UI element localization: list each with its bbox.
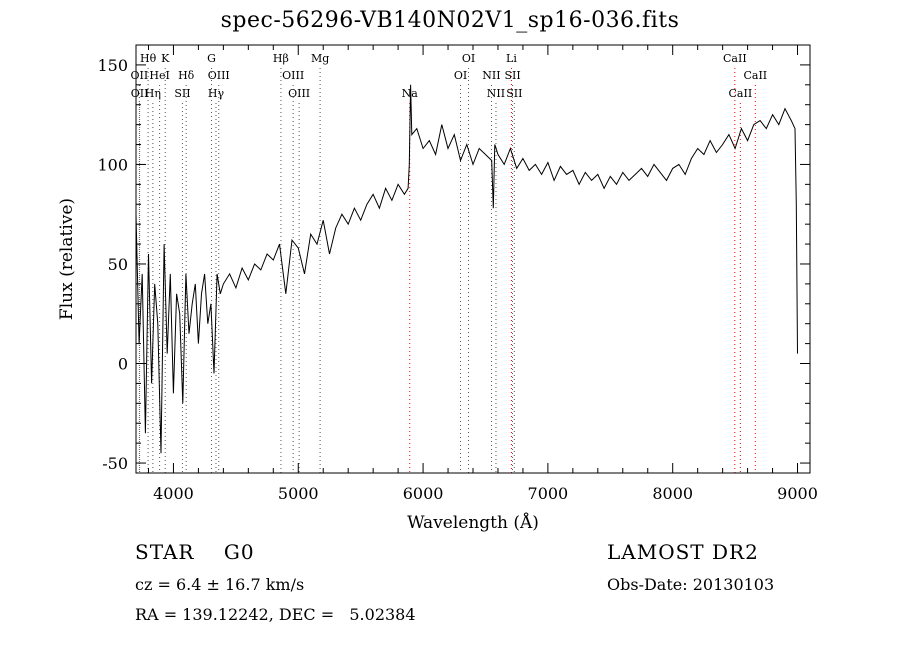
x-tick-label-0: 4000	[153, 484, 194, 503]
y-tick-label-3: 100	[97, 155, 128, 174]
line-label-15: Na	[402, 87, 419, 100]
x-tick-label-4: 8000	[652, 484, 693, 503]
line-label-17: OI	[454, 69, 467, 82]
line-label-22: SII	[506, 87, 522, 100]
line-label-16: OI	[462, 52, 475, 65]
y-tick-label-4: 150	[97, 56, 128, 75]
line-label-3: HeI	[149, 69, 169, 82]
spectral-subclass: G0	[223, 540, 255, 564]
line-label-21: NII	[487, 87, 505, 100]
line-label-6: Hδ	[178, 69, 195, 82]
line-label-14: Mg	[311, 52, 329, 65]
line-label-9: OIII	[208, 69, 230, 82]
y-axis-label: Flux (relative)	[57, 198, 77, 320]
line-label-11: Hβ	[273, 52, 289, 65]
spectrum-line	[135, 84, 798, 454]
line-label-23: CaII	[723, 52, 747, 65]
x-axis-label: Wavelength (Å)	[407, 512, 539, 533]
x-tick-label-3: 7000	[528, 484, 569, 503]
chart-title: spec-56296-VB140N02V1_sp16-036.fits	[220, 8, 680, 33]
line-label-24: CaII	[743, 69, 767, 82]
object-class-label: STAR G0	[135, 540, 255, 564]
line-label-19: NII	[482, 69, 500, 82]
y-tick-label-1: 0	[118, 355, 128, 374]
line-label-13: OIII	[288, 87, 310, 100]
line-label-0: Hθ	[140, 52, 157, 65]
line-label-5: K	[161, 52, 170, 65]
line-label-7: SII	[174, 87, 190, 100]
line-label-25: CaII	[729, 87, 753, 100]
x-tick-label-1: 5000	[278, 484, 319, 503]
redshift-readout: cz = 6.4 ± 16.7 km/s	[135, 575, 305, 594]
line-label-4: Hη	[145, 87, 161, 100]
object-class: STAR	[135, 540, 195, 564]
line-label-18: Li	[506, 52, 517, 65]
line-label-1: OII	[131, 69, 149, 82]
line-label-2: OII	[131, 87, 149, 100]
line-label-12: OIII	[282, 69, 304, 82]
plot-frame	[135, 44, 811, 474]
x-tick-label-5: 9000	[777, 484, 818, 503]
obs-date-readout: Obs-Date: 20130103	[607, 575, 775, 594]
line-label-20: SII	[504, 69, 520, 82]
line-label-10: Hγ	[208, 87, 225, 100]
y-tick-label-0: -50	[102, 454, 128, 473]
x-tick-label-2: 6000	[403, 484, 444, 503]
y-tick-label-2: 50	[108, 255, 128, 274]
coordinates-readout: RA = 139.12242, DEC = 5.02384	[135, 605, 416, 624]
line-label-8: G	[207, 52, 216, 65]
survey-label: LAMOST DR2	[607, 540, 759, 564]
